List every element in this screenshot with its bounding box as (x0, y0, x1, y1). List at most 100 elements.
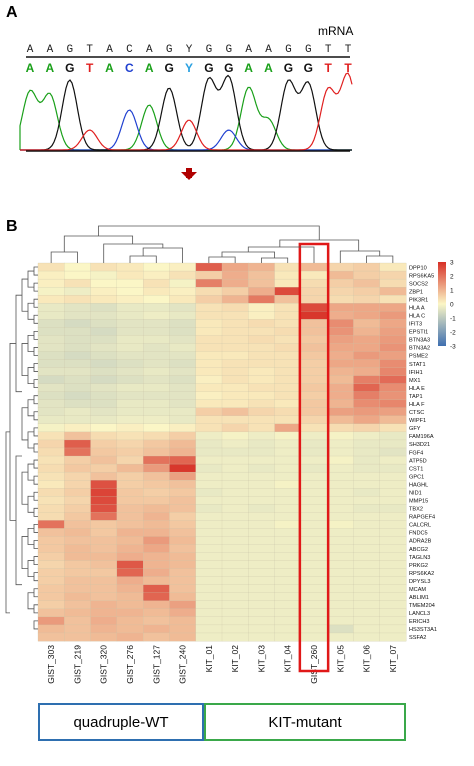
heatmap-cell (143, 351, 170, 360)
heatmap-cell (379, 375, 407, 385)
column-label: GIST_127 (151, 645, 161, 684)
column-dendrogram (98, 225, 320, 240)
heatmap-cell (64, 447, 91, 457)
heatmap-cell (195, 624, 223, 634)
heatmap-cell (116, 480, 144, 489)
heatmap-cell (248, 399, 275, 409)
heatmap-cell (274, 463, 302, 473)
heatmap-cell (274, 319, 302, 328)
heatmap-cell (116, 528, 144, 537)
heatmap-cell (116, 311, 144, 320)
row-dendrogram (27, 463, 34, 481)
heatmap-cell (169, 431, 197, 441)
heatmap-cell (143, 303, 170, 312)
heatmap-cell (169, 568, 197, 578)
panel-a-label: A (6, 4, 18, 21)
heatmap-cell (327, 624, 354, 634)
heatmap-cell (274, 407, 302, 417)
heatmap-cell (300, 439, 328, 449)
heatmap-cell (169, 463, 197, 473)
lower-base-16: T (344, 61, 352, 75)
heatmap-cell (195, 262, 223, 272)
column-dendrogram (279, 239, 360, 251)
heatmap-cell (274, 632, 302, 642)
heatmap-cell (116, 568, 144, 578)
heatmap-cell (379, 480, 407, 489)
heatmap-cell (169, 343, 197, 352)
heatmap-cell (353, 399, 381, 409)
row-dendrogram (33, 330, 38, 340)
heatmap-cell (169, 455, 197, 465)
heatmap-cell (37, 359, 65, 368)
heatmap-cell (248, 512, 275, 521)
heatmap-cell (327, 528, 354, 537)
heatmap-cell (221, 383, 249, 393)
heatmap-cell (248, 480, 275, 489)
highlight-column-box (298, 242, 330, 673)
row-dendrogram (27, 528, 34, 545)
heatmap-cell (195, 568, 223, 578)
heatmap-cell (143, 504, 170, 513)
heatmap-cell (116, 407, 144, 417)
row-label: ABCG2 (409, 547, 428, 553)
heatmap-cell (327, 383, 354, 393)
heatmap-cell (274, 488, 302, 497)
heatmap-cell (169, 270, 197, 280)
row-label: IFIT3 (409, 322, 422, 328)
column-label: GIST_320 (99, 645, 109, 684)
heatmap-cell (353, 423, 381, 433)
heatmap-cell (116, 544, 144, 553)
heatmap-cell (90, 295, 118, 304)
heatmap-cell (143, 471, 170, 481)
heatmap-cell (37, 560, 65, 570)
heatmap-cell (379, 303, 407, 312)
heatmap-cell (327, 608, 354, 618)
heatmap-cell (169, 447, 197, 457)
heatmap-cell (248, 327, 275, 336)
row-dendrogram (33, 459, 38, 469)
heatmap-cell (90, 552, 118, 561)
heatmap-cell (64, 584, 91, 594)
heatmap-cell (195, 383, 223, 393)
heatmap-cell (379, 488, 407, 497)
heatmap-cell (116, 504, 144, 513)
heatmap-cell (37, 375, 65, 385)
heatmap-cell (143, 335, 170, 344)
heatmap-cell (274, 359, 302, 368)
row-label: HLA A (409, 305, 425, 311)
heatmap-cell (353, 544, 381, 553)
heatmap-cell (90, 520, 118, 529)
row-dendrogram (21, 471, 28, 505)
heatmap-cell (116, 616, 144, 626)
heatmap-cell (37, 447, 65, 457)
heatmap-cell (169, 584, 197, 594)
heatmap-cell (116, 536, 144, 545)
heatmap-cell (300, 616, 328, 626)
heatmap-cell (64, 383, 91, 393)
heatmap-cell (37, 624, 65, 634)
lower-base-11: A (244, 61, 253, 75)
heatmap-cell (169, 560, 197, 570)
heatmap-cell (195, 480, 223, 489)
row-label: HLA E (409, 386, 425, 392)
panel-b-label: B (6, 218, 18, 235)
heatmap-cell (143, 608, 170, 618)
heatmap-cell (221, 278, 249, 288)
heatmap-cell (274, 576, 302, 586)
heatmap-cell (300, 455, 328, 465)
heatmap-cell (195, 552, 223, 561)
heatmap-cell (248, 383, 275, 393)
row-label: FAM196A (409, 434, 434, 440)
heatmap-cell (195, 608, 223, 618)
heatmap-cell (274, 311, 302, 320)
heatmap-cell (248, 520, 275, 529)
heatmap-cell (274, 391, 302, 401)
heatmap-cell (327, 576, 354, 586)
heatmap-cell (143, 415, 170, 425)
heatmap-cell (300, 359, 328, 368)
heatmap-cell (248, 568, 275, 578)
heatmap-cell (353, 415, 381, 425)
heatmap-cell (169, 520, 197, 529)
heatmap-cell (221, 504, 249, 513)
heatmap-cell (353, 632, 381, 642)
